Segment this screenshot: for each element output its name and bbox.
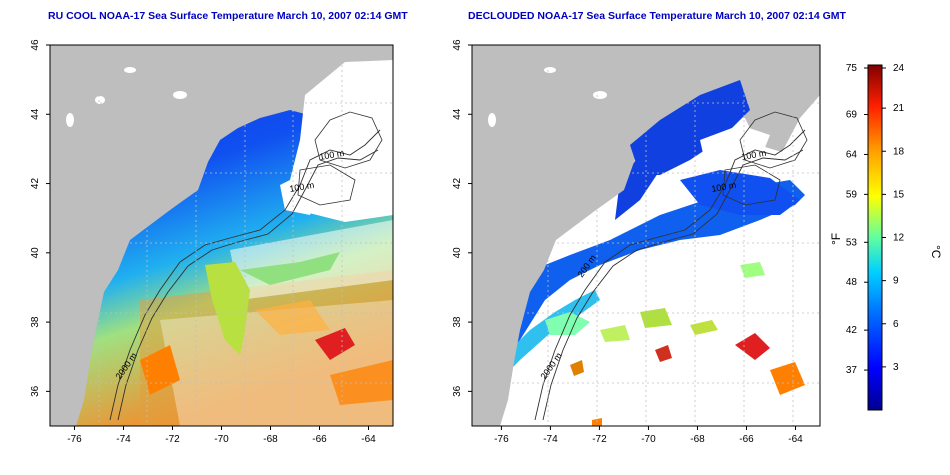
- contour-label: 100 m: [319, 148, 345, 162]
- lat-tick-label: 38: [452, 316, 463, 328]
- right-panel-title: DECLOUDED NOAA-17 Sea Surface Temperatur…: [468, 10, 846, 22]
- lat-tick-label: 40: [452, 247, 463, 259]
- lat-tick-label: 44: [30, 108, 41, 120]
- lon-tick-label: -66: [312, 434, 327, 445]
- fahrenheit-tick-label: 69: [846, 110, 858, 121]
- lon-tick-label: -64: [361, 434, 376, 445]
- fahrenheit-tick-label: 59: [846, 189, 858, 200]
- celsius-tick-label: 21: [893, 103, 905, 114]
- contour-label: 100 m: [289, 180, 315, 194]
- lat-tick-label: 46: [30, 39, 41, 51]
- colorbar-fahrenheit-label: °F: [829, 233, 843, 245]
- lat-tick-label: 46: [452, 39, 463, 51]
- colorbar: [867, 64, 883, 411]
- left-map-panel: 100 m 100 m 2000 m: [50, 45, 393, 426]
- colorbar-celsius-label: °C: [929, 245, 943, 259]
- fahrenheit-tick-label: 37: [846, 365, 858, 376]
- fahrenheit-tick-label: 42: [846, 325, 858, 336]
- celsius-tick-label: 6: [893, 319, 899, 330]
- lon-tick-label: -74: [543, 434, 558, 445]
- contour-label: 100 m: [741, 148, 767, 162]
- lon-tick-label: -74: [116, 434, 131, 445]
- right-map-panel: 100 m 100 m 2000 m 200 m: [472, 45, 820, 426]
- lat-tick-label: 42: [452, 178, 463, 190]
- celsius-tick-label: 15: [893, 189, 905, 200]
- celsius-tick-label: 12: [893, 233, 905, 244]
- fahrenheit-tick-label: 48: [846, 277, 858, 288]
- celsius-tick-label: 24: [893, 63, 905, 74]
- lon-tick-label: -70: [641, 434, 656, 445]
- fahrenheit-tick-label: 64: [846, 149, 858, 160]
- lon-tick-label: -70: [214, 434, 229, 445]
- lat-tick-label: 38: [30, 316, 41, 328]
- contour-label: 100 m: [711, 180, 737, 194]
- lon-tick-label: -68: [263, 434, 278, 445]
- fahrenheit-tick-label: 75: [846, 63, 858, 74]
- left-panel-title: RU COOL NOAA-17 Sea Surface Temperature …: [48, 10, 408, 22]
- lon-tick-label: -64: [788, 434, 803, 445]
- right-map-frame: [471, 44, 821, 427]
- lon-tick-label: -72: [592, 434, 607, 445]
- lat-tick-label: 36: [30, 385, 41, 397]
- lon-tick-label: -76: [67, 434, 82, 445]
- celsius-tick-label: 18: [893, 146, 905, 157]
- lon-tick-label: -66: [739, 434, 754, 445]
- lat-tick-label: 40: [30, 247, 41, 259]
- lon-tick-label: -76: [494, 434, 509, 445]
- lat-tick-label: 42: [30, 178, 41, 190]
- celsius-tick-label: 3: [893, 362, 899, 373]
- lon-tick-label: -68: [690, 434, 705, 445]
- celsius-tick-label: 9: [893, 276, 899, 287]
- lon-tick-label: -72: [165, 434, 180, 445]
- lat-tick-label: 36: [452, 385, 463, 397]
- lat-tick-label: 44: [452, 108, 463, 120]
- fahrenheit-tick-label: 53: [846, 237, 858, 248]
